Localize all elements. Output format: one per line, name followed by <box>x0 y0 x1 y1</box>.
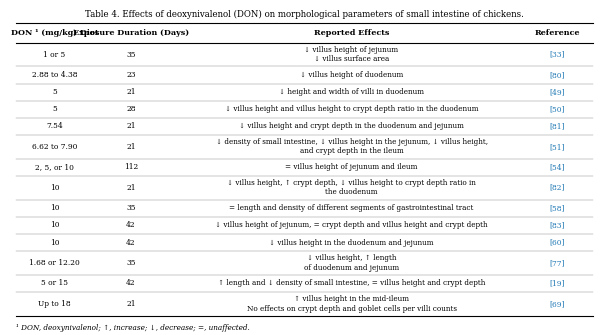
Text: ↓ height and width of villi in duodenum: ↓ height and width of villi in duodenum <box>279 88 424 96</box>
Text: 21: 21 <box>126 300 136 308</box>
Text: 10: 10 <box>50 239 59 247</box>
Text: 112: 112 <box>124 163 138 171</box>
Text: = length and density of different segments of gastrointestinal tract: = length and density of different segmen… <box>229 204 474 212</box>
Text: 5 or 15: 5 or 15 <box>41 279 68 287</box>
Text: ↓ density of small intestine, ↓ villus height in the jejunum, ↓ villus height,
a: ↓ density of small intestine, ↓ villus h… <box>215 138 488 155</box>
Text: DON ¹ (mg/kg) Diet: DON ¹ (mg/kg) Diet <box>11 29 98 37</box>
Text: ↓ villus height and villus height to crypt depth ratio in the duodenum: ↓ villus height and villus height to cry… <box>225 105 478 113</box>
Text: [80]: [80] <box>550 71 565 79</box>
Text: 10: 10 <box>50 221 59 229</box>
Text: Reported Effects: Reported Effects <box>314 29 389 37</box>
Text: 42: 42 <box>126 221 136 229</box>
Text: ↑ villus height in the mid-ileum
No effects on crypt depth and goblet cells per : ↑ villus height in the mid-ileum No effe… <box>247 295 457 313</box>
Text: 7.54: 7.54 <box>46 122 63 130</box>
Text: ↓ villus height, ↑ length
of duodenum and jejunum: ↓ villus height, ↑ length of duodenum an… <box>304 254 399 272</box>
Text: 1 or 5: 1 or 5 <box>43 51 65 59</box>
Text: [54]: [54] <box>550 163 565 171</box>
Text: ↑ length and ↓ density of small intestine, = villus height and crypt depth: ↑ length and ↓ density of small intestin… <box>218 279 485 287</box>
Text: = villus height of jejunum and ileum: = villus height of jejunum and ileum <box>286 163 418 171</box>
Text: [60]: [60] <box>550 239 565 247</box>
Text: 35: 35 <box>126 204 136 212</box>
Text: [49]: [49] <box>550 88 565 96</box>
Text: ↓ villus height in the duodenum and jejunum: ↓ villus height in the duodenum and jeju… <box>269 239 434 247</box>
Text: ↓ villus height, ↑ crypt depth, ↓ villus height to crypt depth ratio in
the duod: ↓ villus height, ↑ crypt depth, ↓ villus… <box>227 179 476 196</box>
Text: 42: 42 <box>126 279 136 287</box>
Text: 10: 10 <box>50 204 59 212</box>
Text: [58]: [58] <box>550 204 565 212</box>
Text: 21: 21 <box>126 143 136 151</box>
Text: 10: 10 <box>50 184 59 192</box>
Text: 35: 35 <box>126 259 136 267</box>
Text: Exposure Duration (Days): Exposure Duration (Days) <box>73 29 189 37</box>
Text: ↓ villus height of duodenum: ↓ villus height of duodenum <box>300 71 403 79</box>
Text: [83]: [83] <box>550 221 565 229</box>
Text: 21: 21 <box>126 122 136 130</box>
Text: [82]: [82] <box>550 184 565 192</box>
Text: [19]: [19] <box>550 279 565 287</box>
Text: 42: 42 <box>126 239 136 247</box>
Text: ↓ villus height of jejunum
↓ villus surface area: ↓ villus height of jejunum ↓ villus surf… <box>304 46 398 63</box>
Text: ↓ villus height of jejunum, = crypt depth and villus height and crypt depth: ↓ villus height of jejunum, = crypt dept… <box>215 221 488 229</box>
Text: ↓ villus height and crypt depth in the duodenum and jejunum: ↓ villus height and crypt depth in the d… <box>239 122 464 130</box>
Text: [51]: [51] <box>550 143 565 151</box>
Text: Reference: Reference <box>535 29 580 37</box>
Text: 21: 21 <box>126 184 136 192</box>
Text: 5: 5 <box>52 88 57 96</box>
Text: 28: 28 <box>126 105 136 113</box>
Text: 5: 5 <box>52 105 57 113</box>
Text: [33]: [33] <box>550 51 565 59</box>
Text: 6.62 to 7.90: 6.62 to 7.90 <box>32 143 77 151</box>
Text: Table 4. Effects of deoxynivalenol (DON) on morphological parameters of small in: Table 4. Effects of deoxynivalenol (DON)… <box>85 10 524 19</box>
Text: Up to 18: Up to 18 <box>38 300 71 308</box>
Text: 2, 5, or 10: 2, 5, or 10 <box>35 163 74 171</box>
Text: [81]: [81] <box>550 122 565 130</box>
Text: 2.88 to 4.38: 2.88 to 4.38 <box>32 71 77 79</box>
Text: ¹ DON, deoxynivalenol; ↑, increase; ↓, decrease; =, unaffected.: ¹ DON, deoxynivalenol; ↑, increase; ↓, d… <box>16 324 250 332</box>
Text: [50]: [50] <box>550 105 565 113</box>
Text: 21: 21 <box>126 88 136 96</box>
Text: [69]: [69] <box>550 300 565 308</box>
Text: 23: 23 <box>126 71 136 79</box>
Text: 1.68 or 12.20: 1.68 or 12.20 <box>29 259 80 267</box>
Text: [77]: [77] <box>550 259 565 267</box>
Text: 35: 35 <box>126 51 136 59</box>
